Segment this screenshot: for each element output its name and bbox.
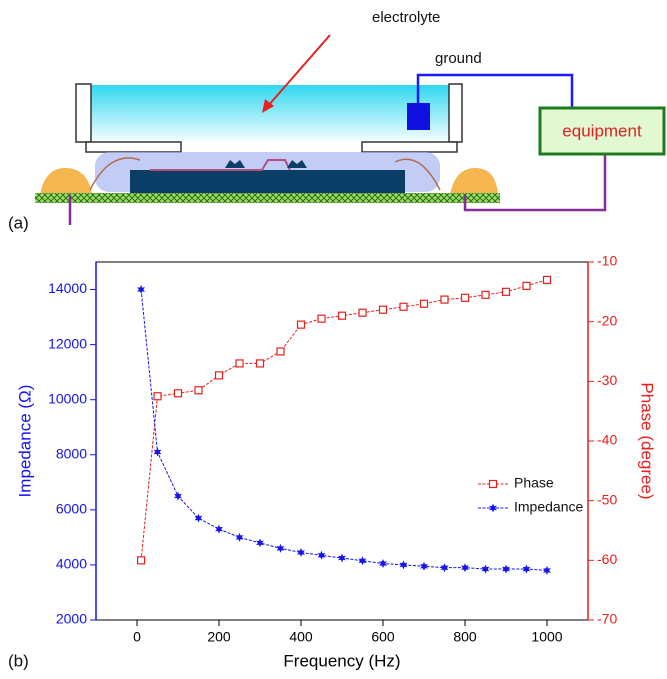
solder <box>40 168 92 195</box>
data-point <box>380 306 387 313</box>
data-point <box>544 276 551 283</box>
panel-label: (a) <box>8 213 29 232</box>
x-tick-label: 200 <box>207 629 231 645</box>
data-point <box>195 387 202 394</box>
data-point <box>154 393 161 400</box>
legend-label: Phase <box>514 475 554 491</box>
y2-tick-label: -60 <box>597 551 617 567</box>
y2-tick-label: -50 <box>597 491 617 507</box>
y-tick-label: 14000 <box>48 280 87 296</box>
x-tick-label: 0 <box>133 629 141 645</box>
data-point <box>298 321 305 328</box>
x-tick-label: 600 <box>371 629 395 645</box>
y-tick-label: 12000 <box>48 335 87 351</box>
lid <box>362 142 457 152</box>
electrolyte-bath <box>90 85 450 141</box>
data-point <box>339 312 346 319</box>
series-line <box>141 280 547 560</box>
solder <box>450 168 498 195</box>
data-point <box>421 300 428 307</box>
x-tick-label: 400 <box>289 629 313 645</box>
y-tick-label: 10000 <box>48 390 87 406</box>
y2-axis-label: Phase (degree) <box>638 382 657 499</box>
x-tick-label: 1000 <box>531 629 562 645</box>
data-point <box>462 294 469 301</box>
legend-label: Impedance <box>514 499 583 515</box>
legend-marker <box>489 504 497 513</box>
data-point <box>503 288 510 295</box>
wall <box>449 84 462 142</box>
y-tick-label: 8000 <box>56 445 87 461</box>
data-point <box>175 390 182 397</box>
data-point <box>154 448 162 457</box>
data-point <box>195 514 203 523</box>
data-point <box>318 315 325 322</box>
y2-tick-label: -20 <box>597 312 617 328</box>
data-point <box>257 360 264 367</box>
data-point <box>523 282 530 289</box>
lid <box>86 142 181 152</box>
data-point <box>137 285 145 294</box>
x-axis-label: Frequency (Hz) <box>283 651 400 670</box>
ground-electrode <box>407 103 430 130</box>
series-line <box>141 290 547 571</box>
data-point <box>236 360 243 367</box>
figure: electrolyte ground equipment (a) (b) 0 20… <box>0 0 667 674</box>
panel-label: (b) <box>8 651 29 670</box>
data-point <box>216 372 223 379</box>
y-tick-label: 4000 <box>56 556 87 572</box>
y2-tick-label: -10 <box>597 253 617 269</box>
legend-marker <box>490 481 497 488</box>
data-point <box>138 557 145 564</box>
board <box>35 193 500 203</box>
label: equipment <box>562 121 642 140</box>
wall <box>76 84 91 142</box>
data-point <box>215 525 223 534</box>
data-point <box>482 291 489 298</box>
data-point <box>277 348 284 355</box>
y2-tick-label: -40 <box>597 432 617 448</box>
y-tick-label: 6000 <box>56 501 87 517</box>
data-point <box>441 296 448 303</box>
y2-tick-label: -30 <box>597 372 617 388</box>
data-point <box>400 303 407 310</box>
y-axis-label: Impedance (Ω) <box>15 385 34 498</box>
label: ground <box>435 50 482 67</box>
chart: 0 200 400 600 800 1000 2000 4000 6000 8000 10000 12… <box>15 253 656 671</box>
data-point <box>379 559 387 568</box>
chip <box>130 170 405 193</box>
data-point <box>256 538 264 547</box>
label: electrolyte <box>372 9 440 26</box>
x-tick-label: 800 <box>453 629 477 645</box>
data-point <box>236 533 244 542</box>
y2-tick-label: -70 <box>597 611 617 627</box>
data-point <box>277 544 285 553</box>
data-point <box>359 309 366 316</box>
setup-diagram: electrolyte ground equipment (a) <box>8 9 664 233</box>
y-tick-label: 2000 <box>56 611 87 627</box>
